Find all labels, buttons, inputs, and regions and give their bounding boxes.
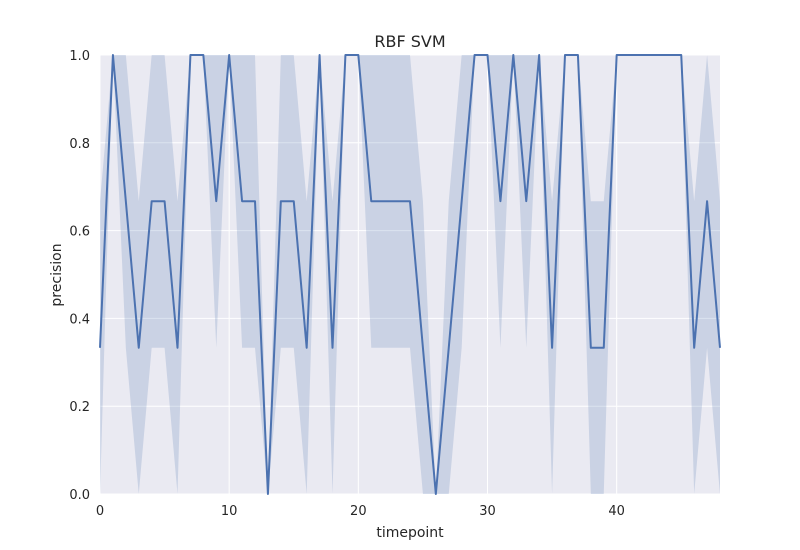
x-tick-label-3: 30 — [479, 504, 496, 519]
y-tick-label-4: 0.8 — [69, 137, 90, 152]
x-tick-label-1: 10 — [221, 504, 238, 519]
y-tick-label-1: 0.2 — [69, 400, 90, 415]
ci-band — [100, 55, 720, 494]
y-tick-label-3: 0.6 — [69, 225, 90, 240]
grid — [99, 54, 720, 495]
y-tick-labels: 0.0 0.2 0.4 0.6 0.8 1.0 — [69, 49, 90, 503]
y-tick-label-5: 1.0 — [69, 49, 90, 64]
y-tick-label-0: 0.0 — [69, 488, 90, 503]
series-line-group — [99, 54, 721, 495]
chart-title: RBF SVM — [374, 32, 445, 51]
x-tick-labels: 0 10 20 30 40 — [96, 504, 625, 519]
x-tick-label-4: 40 — [608, 504, 625, 519]
x-tick-label-2: 20 — [350, 504, 367, 519]
confidence-band — [100, 55, 720, 494]
x-tick-label-0: 0 — [96, 504, 104, 519]
y-axis-label: precision — [49, 243, 65, 306]
y-tick-label-2: 0.4 — [69, 312, 90, 327]
x-axis-label: timepoint — [376, 525, 444, 541]
